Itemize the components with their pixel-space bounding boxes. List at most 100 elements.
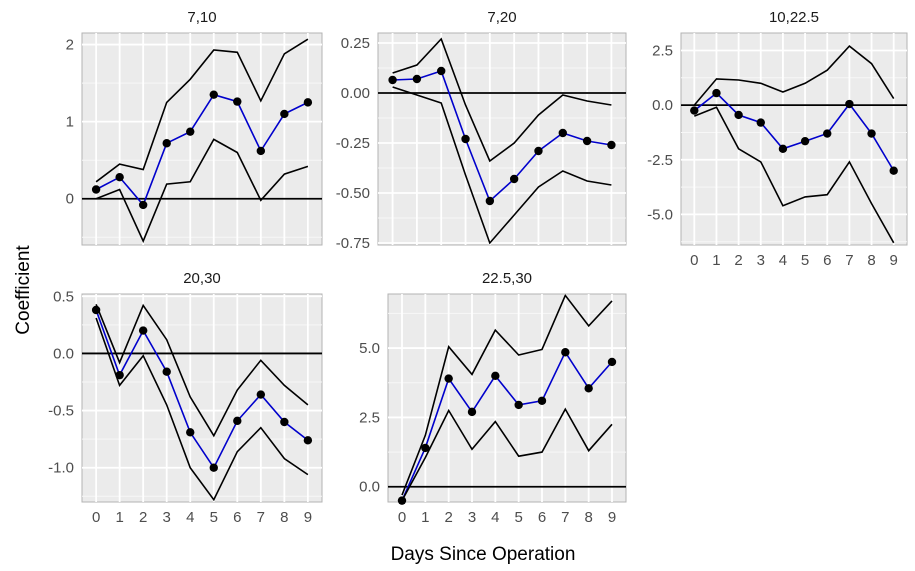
data-point [388,75,397,85]
data-point [889,166,898,175]
data-point [845,99,854,109]
x-tick-label: 5 [801,252,809,269]
data-point [800,136,810,146]
x-tick-label: 6 [233,509,241,526]
data-point [461,134,470,144]
x-tick-label: 1 [115,509,123,526]
panel-title: 7,20 [487,9,516,26]
series-line-upper [693,45,895,106]
data-point [437,66,446,76]
panels-layer: 0127,100.250.00-0.25-0.50-0.757,202.50.0… [48,9,908,526]
data-point [256,146,266,156]
y-tick-label: 0.0 [53,345,74,362]
data-point [467,407,477,417]
data-point [186,428,195,437]
data-point [233,97,242,106]
series-line-lower [401,407,613,501]
y-tick-label: -2.5 [647,152,673,169]
data-point [534,146,543,156]
data-point [138,200,148,210]
x-tick-label: 8 [867,252,875,269]
x-tick-label: 6 [823,252,831,269]
data-point [734,110,743,120]
y-tick-label: 0.5 [53,288,74,305]
series-line-upper [392,37,612,163]
x-tick-label: 1 [712,252,720,269]
x-tick-label: 5 [210,509,218,526]
y-tick-label: 0.00 [341,85,370,102]
x-tick-label: 4 [491,509,499,526]
x-tick-label: 2 [444,509,452,526]
y-tick-label: 0.25 [341,35,370,52]
series-line-upper [95,303,309,438]
x-tick-label: 3 [468,509,476,526]
data-point [823,129,832,138]
x-tick-label: 9 [890,252,898,269]
data-point [209,90,218,99]
data-point [138,326,148,335]
x-tick-label: 0 [398,509,406,526]
y-tick-label: -0.50 [336,185,370,202]
y-axis-title: Coefficient [13,245,34,335]
data-point [607,140,616,150]
data-point [233,416,242,426]
data-point [209,463,218,472]
x-tick-label: 2 [139,509,147,526]
data-point [584,384,593,393]
data-point [607,357,617,367]
panel-5: 0.0 2.5 5.0 0 1 2 3 4 5 6 7 8 9 22.5,30 [359,270,627,526]
x-tick-label: 9 [304,509,312,526]
data-point [444,374,453,383]
data-point [303,436,313,445]
x-axis-title: Days Since Operation [391,544,576,565]
x-tick-label: 8 [584,509,592,526]
panel-title: 22.5,30 [482,270,532,287]
data-point [561,348,570,357]
y-tick-label: -0.5 [48,403,74,420]
series-line-estimate [95,309,309,470]
panel-1: 0 1 2 7,10 [66,9,323,246]
series-line-estimate [401,350,613,501]
data-point [558,128,567,138]
data-point [162,139,171,148]
data-point [712,88,721,98]
y-tick-label: 5.0 [359,340,380,357]
series-line-estimate [693,92,895,172]
y-tick-label: -5.0 [647,206,673,223]
data-point [256,390,266,399]
y-tick-label: -1.0 [48,460,74,477]
panel-3: 2.5 0.0 -2.5 -5.0 0 1 2 3 4 5 6 7 8 9 10,22.5 [647,9,908,269]
x-tick-label: 1 [421,509,429,526]
y-tick-label: -0.25 [336,135,370,152]
series-line-upper [401,293,613,496]
series-line-lower [392,86,612,245]
x-tick-label: 0 [92,509,100,526]
data-point [186,127,195,136]
panel-background [387,293,627,503]
x-tick-label: 7 [257,509,265,526]
x-tick-label: 7 [561,509,569,526]
data-point [421,443,430,453]
x-tick-label: 5 [514,509,522,526]
data-point [778,144,788,154]
data-point [280,109,289,119]
data-point [162,367,171,376]
series-line-lower [95,317,309,502]
data-point [514,400,523,410]
panel-background [680,32,908,246]
panel-title: 10,22.5 [769,9,819,26]
series-line-estimate [95,93,309,207]
data-point [485,196,495,206]
x-tick-label: 7 [845,252,853,269]
y-tick-label: 2.5 [359,409,380,426]
panel-4: 0.5 0.0 -0.5 -1.0 0 1 2 3 4 5 6 7 8 9 20,30 [48,270,323,526]
x-tick-label: 3 [163,509,171,526]
panel-title: 20,30 [183,270,221,287]
x-tick-label: 2 [734,252,742,269]
x-tick-label: 6 [538,509,546,526]
data-point [491,371,500,381]
x-tick-label: 8 [280,509,288,526]
y-tick-label: 0 [66,191,74,208]
data-point [756,118,765,127]
